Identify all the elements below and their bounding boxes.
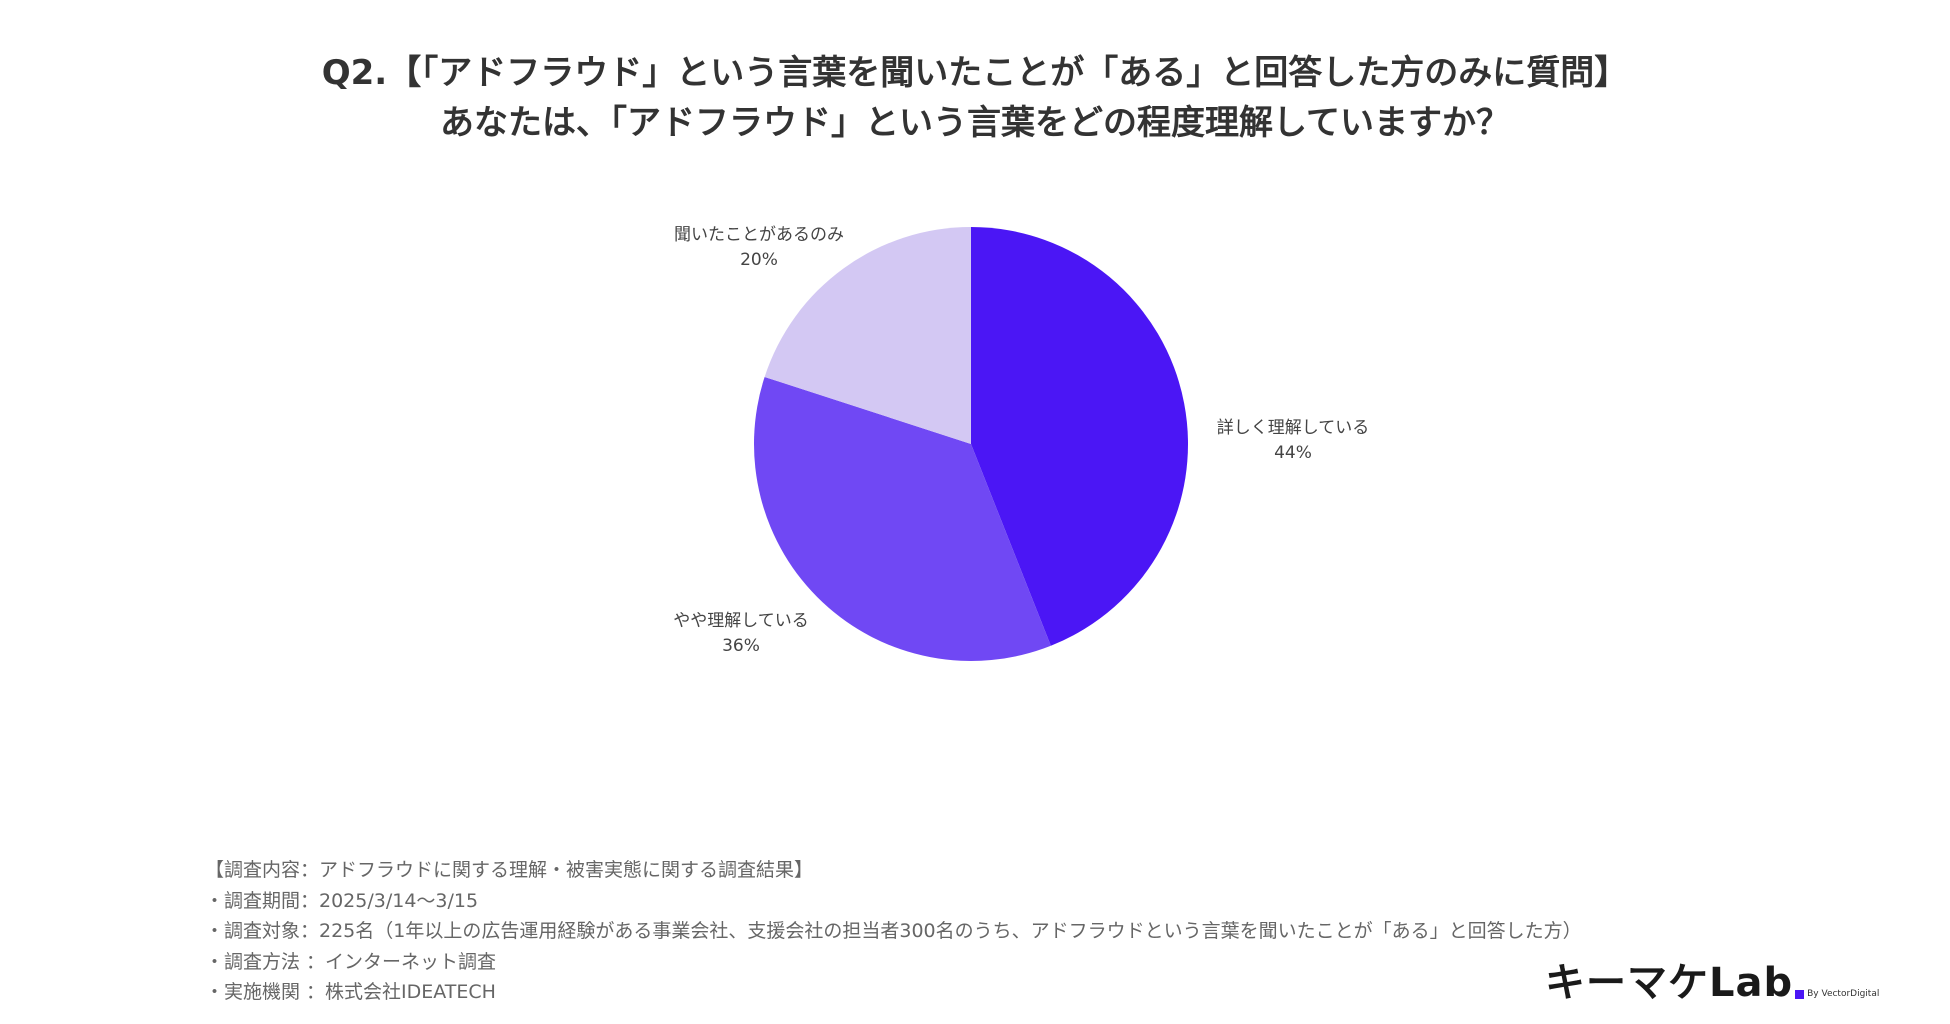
logo-dot-icon bbox=[1795, 990, 1805, 999]
pie-slice bbox=[971, 227, 1188, 646]
brand-logo: キーマケLab By VectorDigital bbox=[1545, 955, 1879, 1005]
slice-label: 聞いたことがあるのみ bbox=[674, 225, 844, 245]
logo-subtext: By VectorDigital bbox=[1807, 989, 1880, 999]
survey-note-content: 【調査内容：アドフラウドに関する理解・被害実態に関する調査結果】 bbox=[205, 859, 814, 881]
survey-note-target: ・調査対象：225名（1年以上の広告運用経験がある事業会社、支援会社の担当者30… bbox=[205, 920, 1582, 942]
logo-text: キーマケLab bbox=[1545, 960, 1794, 1006]
slice-value-label: 20% bbox=[740, 250, 778, 270]
slice-value-label: 36% bbox=[722, 636, 760, 656]
title-line-2: あなたは、「アドフラウド」という言葉をどの程度理解していますか？ bbox=[440, 103, 1510, 143]
title-line-1: Q2.【「アドフラウド」という言葉を聞いたことが「ある」と回答した方のみに質問】 bbox=[321, 53, 1629, 93]
slice-value-label: 44% bbox=[1274, 443, 1312, 463]
survey-note-organization: ・実施機関 ：株式会社IDEATECH bbox=[205, 981, 496, 1003]
pie-slice bbox=[764, 227, 971, 444]
survey-note-method: ・調査方法 ：インターネット調査 bbox=[205, 950, 497, 973]
slice-label: 詳しく理解している bbox=[1217, 418, 1370, 438]
survey-note-period: ・調査期間：2025/3/14〜3/15 bbox=[205, 889, 479, 912]
pie-labels: 詳しく理解している 44% やや理解している 36% 聞いたことがあるのみ 20% bbox=[673, 225, 1369, 656]
pie-slice bbox=[754, 376, 1051, 661]
pie-slices bbox=[754, 227, 1188, 661]
slice-label: やや理解している bbox=[673, 611, 809, 631]
survey-notes: 【調査内容：アドフラウドに関する理解・被害実態に関する調査結果】 ・調査期間：2… bbox=[205, 855, 1582, 1008]
chart-title: Q2.【「アドフラウド」という言葉を聞いたことが「ある」と回答した方のみに質問】… bbox=[0, 48, 1950, 148]
